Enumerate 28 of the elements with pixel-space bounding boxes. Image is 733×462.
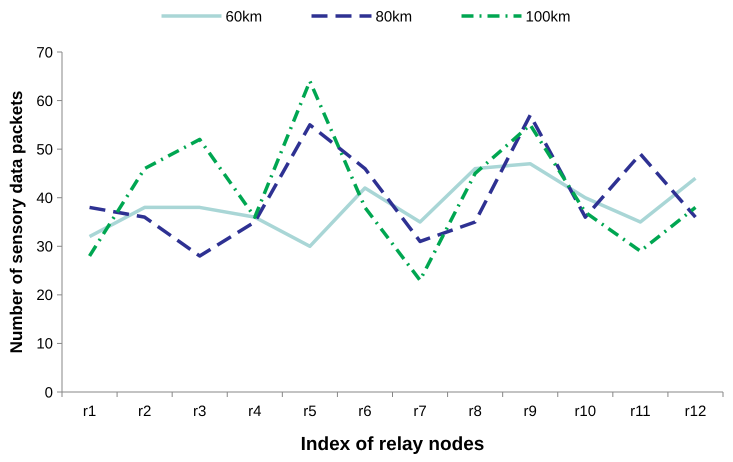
x-tick-label: r1 [82, 403, 96, 420]
y-tick-label: 60 [36, 92, 53, 110]
legend-label: 100km [526, 8, 571, 26]
legend-label: 80km [376, 8, 412, 26]
y-tick-label: 40 [36, 190, 53, 207]
y-axis-title: Number of sensory data packets [7, 90, 26, 354]
x-tick-label: r4 [248, 403, 262, 420]
x-tick-label: r9 [524, 403, 537, 420]
x-tick-label: r12 [684, 403, 706, 420]
x-tick-label: r2 [138, 403, 152, 420]
x-axis-title: Index of relay nodes [300, 434, 484, 455]
y-tick-label: 20 [36, 287, 53, 304]
x-tick-label: r5 [303, 403, 317, 420]
x-tick-label: r11 [630, 403, 651, 420]
x-tick-label: r10 [574, 403, 596, 420]
x-tick-label: r8 [468, 403, 482, 420]
legend-label: 60km [226, 8, 262, 26]
x-tick-label: r6 [358, 403, 372, 420]
line-series [88, 79, 698, 282]
y-tick-label: 10 [36, 336, 53, 353]
line-series [88, 162, 698, 248]
x-tick-label: r3 [193, 403, 206, 420]
y-tick-label: 0 [44, 384, 53, 402]
y-tick-label: 30 [36, 238, 53, 256]
x-tick-label: r7 [413, 403, 427, 420]
y-tick-label: 50 [36, 141, 53, 158]
line-series [88, 113, 698, 258]
y-tick-label: 70 [36, 44, 53, 62]
